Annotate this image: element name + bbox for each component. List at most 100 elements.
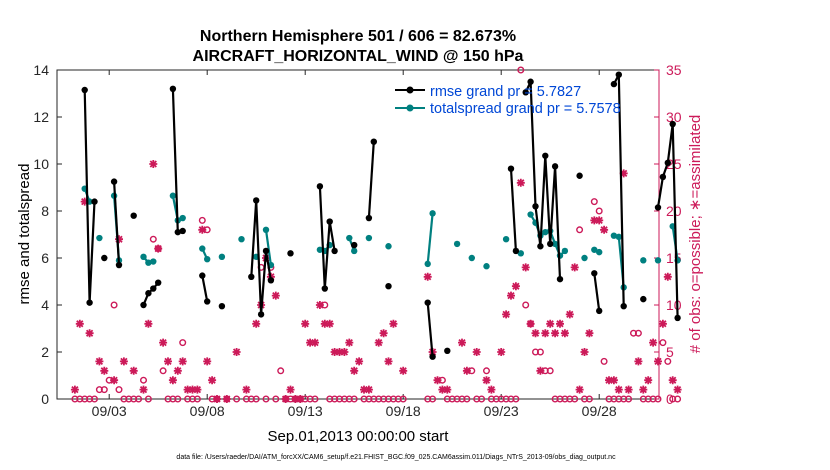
obs-assimilated-point [482, 376, 491, 385]
obs-possible-point [360, 395, 368, 403]
totalspread-point [527, 211, 534, 218]
x-axis-label: Sep.01,2013 00:00:00 start [268, 428, 450, 445]
rmse-point [267, 277, 275, 284]
obs-possible-point [380, 395, 388, 403]
totalspread-point [615, 233, 622, 241]
rmse-point [542, 152, 549, 159]
obs-possible-point [350, 395, 358, 403]
totalspread-point [453, 240, 461, 248]
rmse-line [142, 281, 160, 306]
obs-possible-point [262, 395, 270, 403]
obs-possible-point [164, 395, 172, 403]
rmse-point [429, 353, 436, 360]
legend-spread-label: totalspread grand pr = 5.7578 [430, 101, 621, 117]
rmse-point [547, 240, 554, 248]
rmse-point [140, 301, 147, 309]
obs-assimilated-point [252, 319, 261, 328]
obs-assimilated-point [565, 310, 574, 319]
totalspread-point [346, 234, 353, 242]
totalspread-point [581, 254, 588, 262]
rmse-point [537, 243, 544, 250]
obs-possible-point [385, 395, 393, 403]
rmse-line [426, 302, 434, 357]
obs-assimilated-point [531, 329, 540, 338]
rmse-point [316, 183, 324, 190]
rmse-point [507, 165, 515, 172]
obs-assimilated-point [536, 366, 545, 375]
obs-assimilated-point [193, 385, 202, 394]
obs-possible-point [311, 395, 319, 403]
obs-assimilated-point [433, 376, 442, 385]
obs-assimilated-point [70, 385, 79, 394]
y-tick-label: 10 [33, 156, 49, 172]
rmse-line [318, 186, 336, 289]
totalspread-point [551, 240, 559, 248]
obs-assimilated-point [355, 357, 364, 366]
obs-assimilated-point [178, 357, 187, 366]
obs-possible-point [336, 395, 344, 403]
obs-assimilated-point [315, 301, 324, 309]
y2-tick-label: 5 [666, 344, 674, 360]
obs-assimilated-point [340, 348, 349, 356]
rmse-line [593, 273, 601, 312]
obs-assimilated-point [570, 263, 579, 272]
obs-assimilated-point [590, 216, 599, 225]
obs-possible-point [424, 395, 432, 403]
obs-assimilated-point [609, 376, 618, 385]
obs-assimilated-point [271, 291, 280, 300]
obs-assimilated-point [654, 357, 662, 366]
obs-possible-point [473, 395, 481, 403]
rmse-point [527, 78, 534, 85]
obs-assimilated-point [75, 319, 84, 328]
rmse-point [556, 275, 564, 283]
totalspread-point [385, 243, 392, 250]
obs-possible-point [522, 301, 530, 309]
obs-assimilated-point [551, 329, 560, 338]
obs-assimilated-point [374, 338, 383, 347]
totalspread-point [502, 236, 510, 243]
rmse-point [199, 272, 206, 279]
totalspread-point [218, 253, 226, 261]
obs-assimilated-point [443, 385, 452, 394]
obs-assimilated-point [100, 366, 109, 375]
obs-possible-point [326, 395, 334, 403]
obs-assimilated-point [438, 385, 447, 394]
obs-assimilated-point [658, 319, 667, 328]
y-tick-label: 14 [33, 62, 49, 78]
rmse-point [130, 212, 137, 219]
rmse-point [150, 285, 157, 292]
totalspread-point [150, 258, 157, 265]
obs-assimilated-point [541, 329, 550, 338]
y2-tick-label: 30 [666, 109, 682, 125]
x-tick-label: 09/23 [484, 403, 519, 419]
y-tick-label: 2 [41, 344, 49, 360]
rmse-point [115, 261, 123, 269]
obs-assimilated-point [462, 366, 471, 375]
rmse-point [86, 299, 93, 306]
obs-possible-point [193, 395, 201, 403]
obs-assimilated-point [634, 357, 643, 366]
obs-assimilated-point [213, 395, 221, 403]
rmse-point [169, 85, 177, 93]
rmse-point [551, 163, 559, 170]
obs-possible-point [502, 395, 510, 403]
rmse-point [248, 273, 255, 280]
obs-possible-point [144, 395, 152, 403]
totalspread-point [542, 228, 549, 236]
obs-assimilated-point [110, 376, 119, 385]
obs-assimilated-point [360, 385, 368, 394]
obs-assimilated-point [580, 348, 589, 356]
obs-possible-point [483, 367, 491, 375]
y-axis-left: 0 2 4 6 8 10 12 14 [33, 62, 62, 407]
obs-assimilated-point [149, 160, 158, 168]
totalspread-line [426, 213, 434, 264]
y2-tick-label: 10 [666, 297, 682, 313]
x-tick-label: 09/13 [288, 403, 323, 419]
obs-possible-point [453, 395, 461, 403]
obs-assimilated-point [649, 338, 658, 347]
rmse-point [253, 197, 260, 204]
obs-possible-point [561, 395, 569, 403]
obs-assimilated-point [605, 376, 613, 385]
obs-assimilated-point [511, 282, 520, 291]
obs-possible-point [76, 395, 84, 403]
